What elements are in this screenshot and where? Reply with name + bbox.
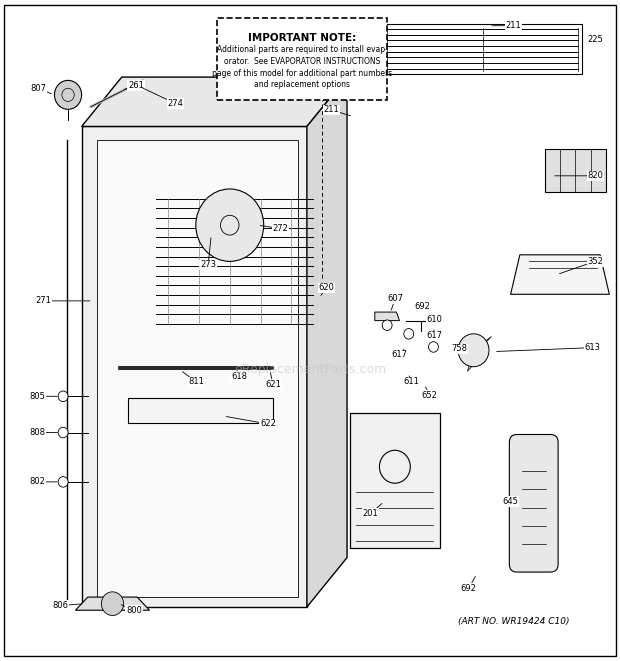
- Text: IMPORTANT NOTE:: IMPORTANT NOTE:: [248, 33, 356, 43]
- Polygon shape: [511, 254, 609, 294]
- Text: 610: 610: [427, 315, 443, 324]
- Text: 620: 620: [319, 283, 335, 292]
- Circle shape: [102, 592, 123, 615]
- FancyBboxPatch shape: [218, 18, 387, 100]
- Text: 652: 652: [422, 391, 438, 399]
- Circle shape: [196, 189, 264, 261]
- Circle shape: [404, 329, 414, 339]
- Text: 211: 211: [506, 21, 521, 30]
- Text: 225: 225: [587, 35, 603, 44]
- Circle shape: [382, 320, 392, 330]
- Text: 274: 274: [167, 99, 184, 108]
- Polygon shape: [82, 77, 347, 126]
- Text: 802: 802: [29, 477, 45, 486]
- Bar: [544, 149, 606, 192]
- Text: 758: 758: [451, 344, 467, 354]
- Circle shape: [55, 81, 82, 109]
- Text: eReplacementParts.com: eReplacementParts.com: [234, 364, 386, 377]
- Polygon shape: [456, 336, 474, 350]
- Text: 617: 617: [427, 331, 443, 340]
- Text: 645: 645: [503, 497, 518, 506]
- Text: orator.  See EVAPORATOR INSTRUCTIONS: orator. See EVAPORATOR INSTRUCTIONS: [224, 57, 381, 65]
- Text: 621: 621: [265, 380, 281, 389]
- Text: page of this model for additional part numbers: page of this model for additional part n…: [212, 69, 392, 77]
- FancyBboxPatch shape: [510, 434, 558, 572]
- Polygon shape: [76, 597, 149, 610]
- Circle shape: [58, 391, 68, 402]
- Bar: [128, 398, 273, 422]
- Circle shape: [58, 427, 68, 438]
- Text: 692: 692: [461, 584, 477, 593]
- Text: 800: 800: [126, 605, 142, 615]
- Text: Additional parts are required to install evap-: Additional parts are required to install…: [217, 45, 388, 54]
- Circle shape: [428, 342, 438, 352]
- Polygon shape: [307, 77, 347, 607]
- Bar: [82, 126, 307, 607]
- Text: 808: 808: [29, 428, 45, 437]
- Text: 211: 211: [324, 106, 340, 114]
- Text: (ART NO. WR19424 C10): (ART NO. WR19424 C10): [458, 617, 569, 626]
- Text: 618: 618: [231, 372, 247, 381]
- Text: 807: 807: [30, 84, 46, 93]
- Text: 611: 611: [403, 377, 419, 386]
- Text: 806: 806: [52, 601, 68, 610]
- Text: 352: 352: [587, 257, 603, 266]
- Circle shape: [458, 334, 489, 367]
- Polygon shape: [474, 336, 492, 350]
- Text: 273: 273: [200, 260, 216, 269]
- Bar: [384, 24, 582, 74]
- Text: 271: 271: [35, 296, 51, 305]
- Text: and replacement options: and replacement options: [254, 81, 350, 89]
- Polygon shape: [467, 350, 480, 371]
- Text: 692: 692: [414, 301, 430, 311]
- Text: 811: 811: [188, 377, 204, 386]
- Text: 613: 613: [585, 343, 601, 352]
- Polygon shape: [375, 312, 399, 321]
- Text: 272: 272: [272, 224, 288, 233]
- Bar: [350, 412, 440, 548]
- Text: 607: 607: [387, 294, 403, 303]
- Text: 617: 617: [391, 350, 407, 360]
- Text: 820: 820: [587, 171, 603, 180]
- Text: 622: 622: [260, 420, 276, 428]
- Text: 805: 805: [29, 392, 45, 401]
- Bar: [97, 139, 298, 597]
- Text: 261: 261: [128, 81, 144, 90]
- Circle shape: [58, 477, 68, 487]
- Text: 201: 201: [363, 509, 378, 518]
